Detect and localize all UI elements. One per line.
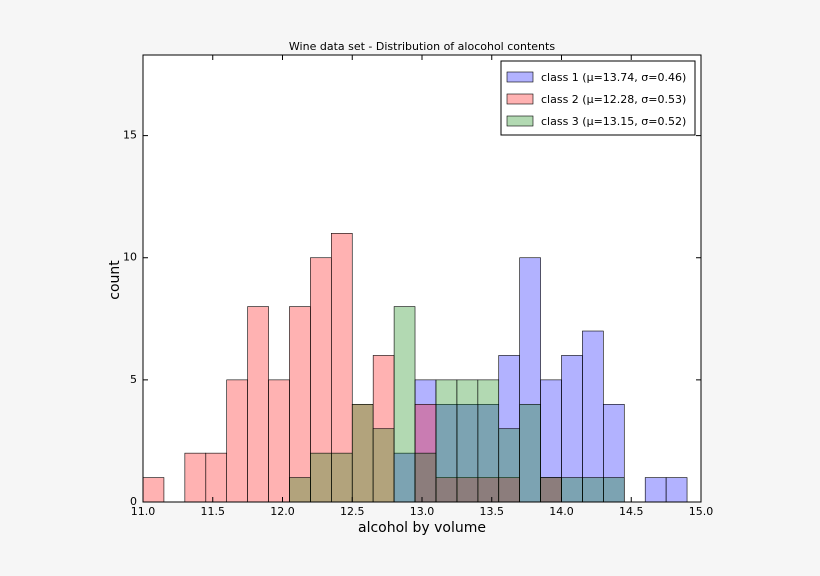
histogram-bar (142, 477, 165, 503)
legend-swatch (506, 71, 534, 83)
x-tick-label: 11.5 (201, 505, 226, 518)
legend-box (500, 60, 696, 136)
histogram-bar (519, 403, 541, 503)
x-tick-label: 14.5 (619, 505, 644, 518)
y-tick-label: 15 (123, 129, 137, 142)
histogram-bar (289, 477, 311, 503)
histogram-bar (456, 379, 479, 503)
histogram-bar (603, 477, 625, 503)
histogram-bar (582, 330, 604, 503)
histogram-bar (289, 306, 311, 503)
legend-swatch (506, 93, 534, 105)
histogram-bar (477, 379, 500, 503)
histogram-bar (226, 379, 248, 503)
x-tick-label: 11.0 (131, 505, 156, 518)
histogram-bar (372, 428, 395, 503)
histogram-bar (561, 477, 583, 503)
plot-frame (142, 54, 702, 503)
histogram-bar (414, 452, 437, 503)
legend-label: class 2 (μ=12.28, σ=0.53) (541, 93, 686, 106)
histogram-bar (498, 428, 520, 503)
x-tick-label: 13.0 (410, 505, 435, 518)
legend-label: class 3 (μ=13.15, σ=0.52) (541, 115, 686, 128)
histogram-bar (268, 379, 290, 503)
histogram-bar (435, 379, 458, 503)
y-tick-label: 10 (123, 251, 137, 264)
legend-swatch (506, 115, 534, 127)
y-tick-label: 5 (130, 373, 137, 386)
histogram-bar (247, 306, 269, 503)
histogram-bar (393, 306, 416, 503)
histogram-bar (184, 452, 207, 503)
chart-title: Wine data set - Distribution of alocohol… (289, 40, 555, 53)
y-tick-label: 0 (130, 495, 137, 508)
y-axis-label: count (107, 260, 123, 300)
x-tick-label: 12.5 (340, 505, 365, 518)
histogram-bar (582, 477, 604, 503)
histogram-bar (644, 477, 667, 503)
histogram-bar (205, 452, 227, 503)
x-axis-label: alcohol by volume (358, 520, 486, 536)
x-tick-label: 14.0 (549, 505, 574, 518)
x-tick-label: 12.0 (270, 505, 295, 518)
x-tick-label: 13.5 (480, 505, 505, 518)
histogram-bar (310, 452, 332, 503)
histogram-bar (351, 403, 374, 503)
histogram-bar (331, 452, 353, 503)
legend-label: class 1 (μ=13.74, σ=0.46) (541, 71, 686, 84)
histogram-bar (540, 477, 562, 503)
histogram-bar (665, 477, 688, 503)
x-tick-label: 15.0 (689, 505, 714, 518)
